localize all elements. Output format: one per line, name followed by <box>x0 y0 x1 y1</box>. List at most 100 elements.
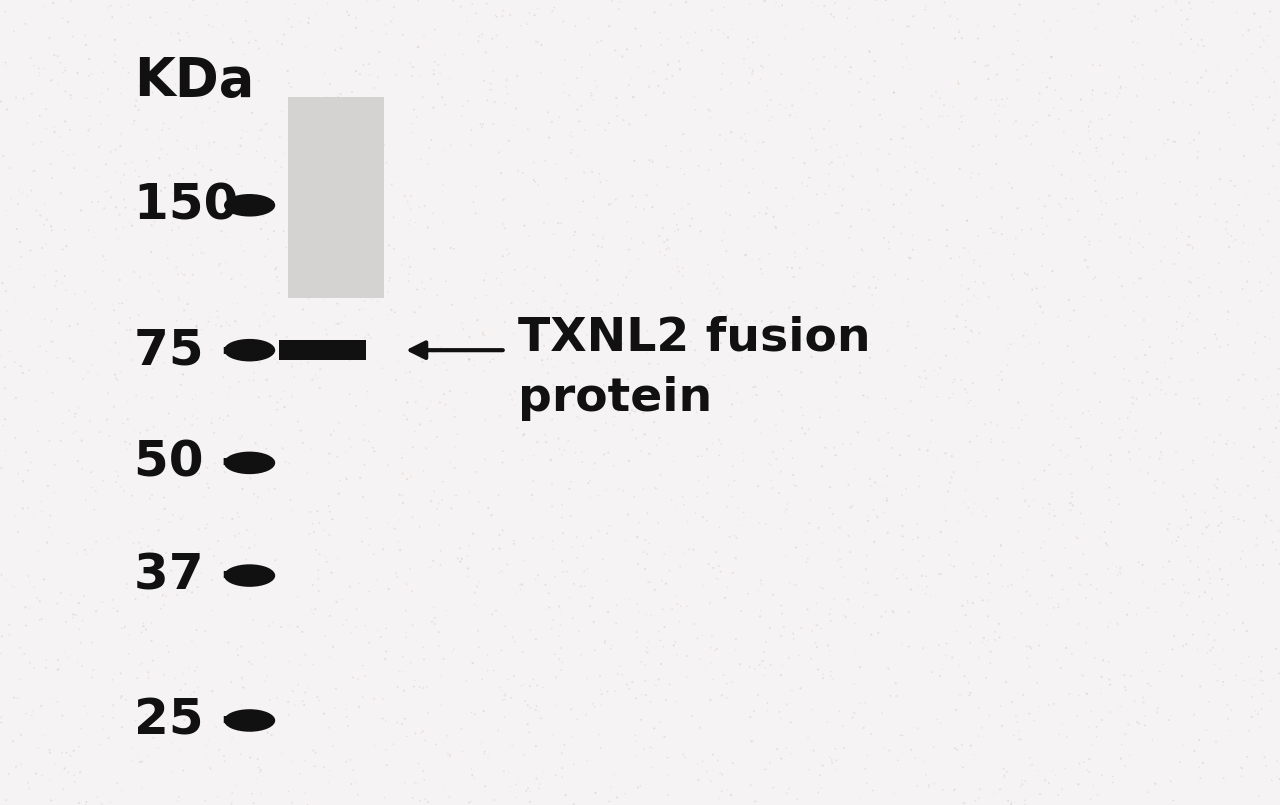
Point <box>559 592 580 605</box>
Point <box>493 10 513 23</box>
Point <box>452 317 472 330</box>
Point <box>993 762 1014 775</box>
Point <box>855 586 876 599</box>
Point <box>475 780 495 793</box>
Point <box>216 142 237 155</box>
Point <box>827 138 847 151</box>
Point <box>1082 705 1102 718</box>
Point <box>538 353 558 365</box>
Point <box>431 493 452 506</box>
Point <box>93 250 114 262</box>
Point <box>105 165 125 178</box>
Point <box>1240 673 1261 686</box>
Point <box>631 655 652 668</box>
Point <box>1187 180 1207 192</box>
Point <box>412 91 433 104</box>
Point <box>771 522 791 535</box>
Point <box>959 396 979 409</box>
Point <box>1212 679 1233 691</box>
Point <box>859 351 879 364</box>
Point <box>210 411 230 424</box>
Point <box>943 560 964 573</box>
Point <box>200 311 220 324</box>
Point <box>746 389 767 402</box>
Point <box>37 536 58 549</box>
Point <box>306 109 326 122</box>
Point <box>178 584 198 597</box>
Point <box>41 794 61 805</box>
Point <box>790 262 810 275</box>
Point <box>859 282 879 295</box>
Point <box>60 749 81 762</box>
Point <box>905 341 925 354</box>
Point <box>1002 696 1023 708</box>
Point <box>110 347 131 360</box>
Point <box>110 274 131 287</box>
Point <box>883 606 904 619</box>
Point <box>271 38 292 51</box>
Point <box>513 748 534 761</box>
Point <box>687 450 708 463</box>
Point <box>58 15 78 28</box>
Point <box>366 276 387 289</box>
Point <box>1238 188 1258 200</box>
Point <box>751 577 772 590</box>
Point <box>559 250 580 262</box>
Point <box>410 69 430 82</box>
Point <box>826 60 846 73</box>
Point <box>645 584 666 597</box>
Point <box>854 577 874 590</box>
Point <box>346 776 366 789</box>
Point <box>138 540 159 553</box>
Point <box>31 495 51 508</box>
Point <box>640 576 660 588</box>
Point <box>964 289 984 302</box>
Point <box>303 316 324 329</box>
Point <box>714 1 735 14</box>
Point <box>67 425 87 438</box>
Point <box>1051 168 1071 181</box>
Point <box>174 269 195 282</box>
Point <box>1144 149 1165 162</box>
Point <box>110 667 131 680</box>
Point <box>261 419 282 431</box>
Point <box>119 66 140 79</box>
Point <box>195 247 215 260</box>
Point <box>763 210 783 223</box>
Point <box>557 565 577 578</box>
Point <box>52 709 73 722</box>
Point <box>1006 232 1027 245</box>
Point <box>589 525 609 538</box>
Point <box>781 336 801 349</box>
Point <box>667 597 687 610</box>
Point <box>397 473 417 485</box>
Point <box>1183 456 1203 469</box>
Point <box>581 302 602 315</box>
Point <box>749 517 769 530</box>
Point <box>767 452 787 465</box>
Point <box>211 348 232 361</box>
Point <box>274 401 294 414</box>
Point <box>776 200 796 213</box>
Point <box>76 92 96 105</box>
Point <box>81 466 101 479</box>
Point <box>763 781 783 794</box>
Point <box>376 308 397 321</box>
Point <box>858 514 878 527</box>
Point <box>334 310 355 323</box>
Point <box>692 754 713 767</box>
Point <box>637 547 658 560</box>
Point <box>1247 532 1267 545</box>
Point <box>1030 299 1051 312</box>
Point <box>47 654 68 667</box>
Point <box>1030 787 1051 800</box>
Point <box>435 398 456 411</box>
Point <box>1213 772 1234 785</box>
Point <box>485 9 506 22</box>
Point <box>580 754 600 767</box>
Point <box>483 353 503 365</box>
Point <box>588 36 608 49</box>
Point <box>980 657 1001 670</box>
Point <box>303 744 324 757</box>
Point <box>1217 304 1238 317</box>
